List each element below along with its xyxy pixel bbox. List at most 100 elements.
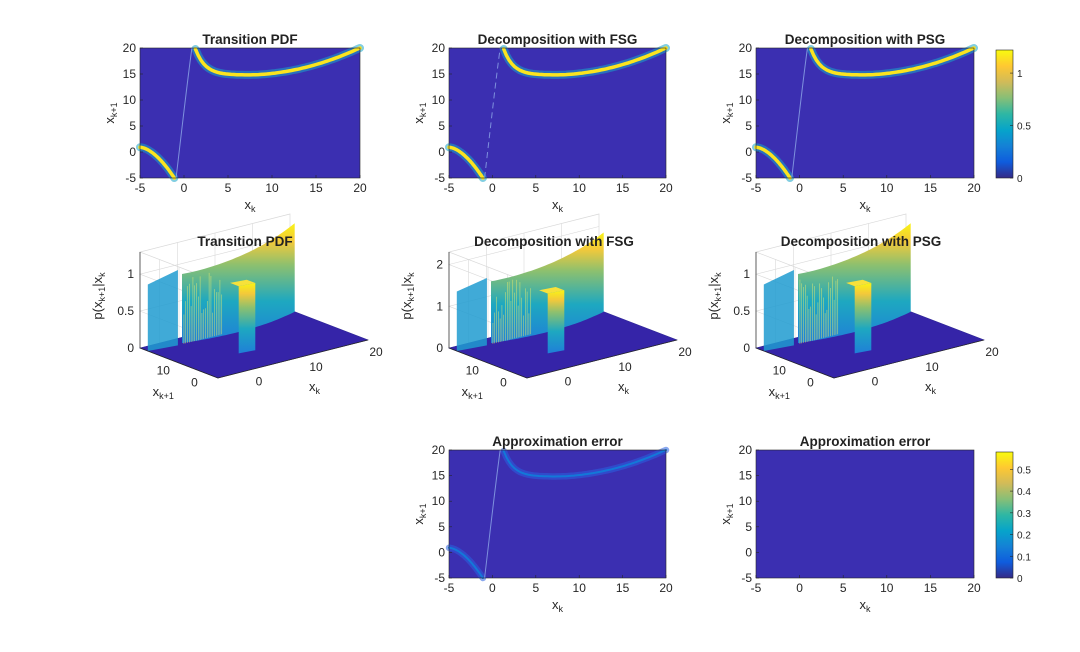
panel-title: Approximation error xyxy=(800,434,931,449)
y-tick-label: 5 xyxy=(745,119,752,133)
x-tick-label: 10 xyxy=(880,181,894,195)
y-axis-label: xk+1 xyxy=(102,102,119,123)
panel-title: Transition PDF xyxy=(202,32,297,47)
y-tick-label: 0 xyxy=(807,376,814,390)
y-tick-label: 10 xyxy=(773,364,787,378)
x-tick-label: 5 xyxy=(532,181,539,195)
x-tick-label: -5 xyxy=(135,181,146,195)
panel-r2c1: Transition PDF00.5101020010xkxk+1p(xk+1|… xyxy=(90,214,383,401)
y-tick-label: 10 xyxy=(432,494,446,508)
colorbar-bottom: 00.10.20.30.40.5 xyxy=(996,452,1031,585)
y-tick-label: 10 xyxy=(123,93,137,107)
x-tick-label: 5 xyxy=(840,181,847,195)
y-tick-label: 5 xyxy=(745,520,752,534)
x-tick-label: 5 xyxy=(225,181,232,195)
panel-title: Approximation error xyxy=(492,434,623,449)
y-tick-label: 15 xyxy=(432,67,446,81)
x-tick-label: 0 xyxy=(181,181,188,195)
panel-title: Decomposition with FSG xyxy=(478,32,638,47)
colorbar-tick-label: 0.5 xyxy=(1017,465,1031,476)
z-tick-label: 1 xyxy=(127,267,134,281)
x-tick-label: 10 xyxy=(573,181,587,195)
z-tick-label: 0.5 xyxy=(117,304,134,318)
y-axis-label: xk+1 xyxy=(153,384,174,401)
plot-area xyxy=(449,48,666,178)
x-tick-label: 15 xyxy=(924,581,938,595)
x-tick-label: -5 xyxy=(751,581,762,595)
panel-r1c2: Decomposition with FSG -5 0 5 10 15 20 -5 0 5 10 15… xyxy=(411,32,673,214)
x-tick-label: -5 xyxy=(444,181,455,195)
surface-ridge-front xyxy=(855,283,872,353)
x-tick-label: -5 xyxy=(751,181,762,195)
y-tick-label: 20 xyxy=(739,41,753,55)
y-tick-label: 0 xyxy=(129,145,136,159)
colorbar-gradient xyxy=(996,50,1013,178)
y-axis-label: xk+1 xyxy=(411,102,428,123)
colorbar-tick-label: 0 xyxy=(1017,574,1023,585)
colorbar-gradient xyxy=(996,452,1013,578)
figure: Transition PDF-5 0 5 10 15 20-505101520xkxk+1… xyxy=(0,0,1080,652)
y-tick-label: 5 xyxy=(438,119,445,133)
y-tick-label: 0 xyxy=(745,545,752,559)
plot-area xyxy=(756,450,974,578)
x-tick-label: 0 xyxy=(489,181,496,195)
y-tick-label: 10 xyxy=(157,364,171,378)
z-axis-label: p(xk+1|xk xyxy=(399,272,416,320)
z-tick-label: 1 xyxy=(743,267,750,281)
y-tick-label: 0 xyxy=(438,145,445,159)
x-tick-label: 0 xyxy=(796,581,803,595)
y-tick-label: 0 xyxy=(191,376,198,390)
y-tick-label: -5 xyxy=(434,171,445,185)
y-tick-label: 15 xyxy=(432,469,446,483)
x-axis-label: xk xyxy=(925,379,937,396)
x-tick-label: 20 xyxy=(659,181,673,195)
x-tick-label: 15 xyxy=(309,181,323,195)
x-tick-label: 0 xyxy=(872,375,879,389)
panel-r3c3: Approximation error -5 0 5 10 15 20 -5 0 5 10 15 20 x… xyxy=(718,434,981,614)
plot-area xyxy=(756,48,974,178)
colorbar-tick-label: 0.1 xyxy=(1017,552,1031,563)
y-tick-label: 10 xyxy=(739,494,753,508)
z-tick-label: 0 xyxy=(436,341,443,355)
y-tick-label: 10 xyxy=(466,364,480,378)
x-axis-label: xk xyxy=(552,597,564,614)
y-tick-label: 5 xyxy=(438,520,445,534)
x-tick-label: 0 xyxy=(796,181,803,195)
plot-area xyxy=(449,450,666,578)
y-tick-label: 20 xyxy=(432,41,446,55)
z-tick-label: 0 xyxy=(127,341,134,355)
surface-ridge-front xyxy=(548,290,565,353)
y-tick-label: 0 xyxy=(438,545,445,559)
y-tick-label: 0 xyxy=(500,376,507,390)
panel-r2c3: Decomposition with PSG00.5101020010xkxk+… xyxy=(706,214,999,401)
y-axis-label: xk+1 xyxy=(411,503,428,524)
z-tick-label: 2 xyxy=(436,258,443,272)
z-axis-label: p(xk+1|xk xyxy=(90,272,107,320)
y-tick-label: 10 xyxy=(432,93,446,107)
x-tick-label: 0 xyxy=(565,375,572,389)
x-axis-label: xk xyxy=(618,379,630,396)
x-tick-label: 15 xyxy=(616,181,630,195)
panel-r3c2: Approximation error-5 0 5 10 15 20-505101520x… xyxy=(411,434,673,614)
colorbar-tick-label: 1 xyxy=(1017,69,1023,80)
z-axis-label: p(xk+1|xk xyxy=(706,272,723,320)
y-axis-label: xk+1 xyxy=(462,384,483,401)
y-tick-label: 20 xyxy=(739,443,753,457)
colorbar-top: 00.51 xyxy=(996,50,1031,185)
y-tick-label: 15 xyxy=(739,67,753,81)
x-tick-label: 20 xyxy=(659,581,673,595)
colorbar-tick-label: 0.2 xyxy=(1017,531,1031,542)
panel-r1c3: Decomposition with PSG -5 0 5 10 15 20 -5 0 5 10 15… xyxy=(718,32,981,214)
colorbar-tick-label: 0.4 xyxy=(1017,487,1031,498)
z-tick-label: 1 xyxy=(436,299,443,313)
x-tick-label: 10 xyxy=(880,581,894,595)
y-tick-label: 15 xyxy=(739,469,753,483)
colorbar-tick-label: 0.5 xyxy=(1017,122,1031,133)
x-axis-label: xk xyxy=(245,197,257,214)
x-tick-label: 5 xyxy=(532,581,539,595)
y-tick-label: 0 xyxy=(745,145,752,159)
x-tick-label: 20 xyxy=(967,581,981,595)
panel-r1c1: Transition PDF -5 0 5 10 15 20 -5 0 5 10 15 20 xk xk+1 xyxy=(102,32,367,214)
plot-area xyxy=(140,48,360,178)
x-tick-label: 10 xyxy=(573,581,587,595)
